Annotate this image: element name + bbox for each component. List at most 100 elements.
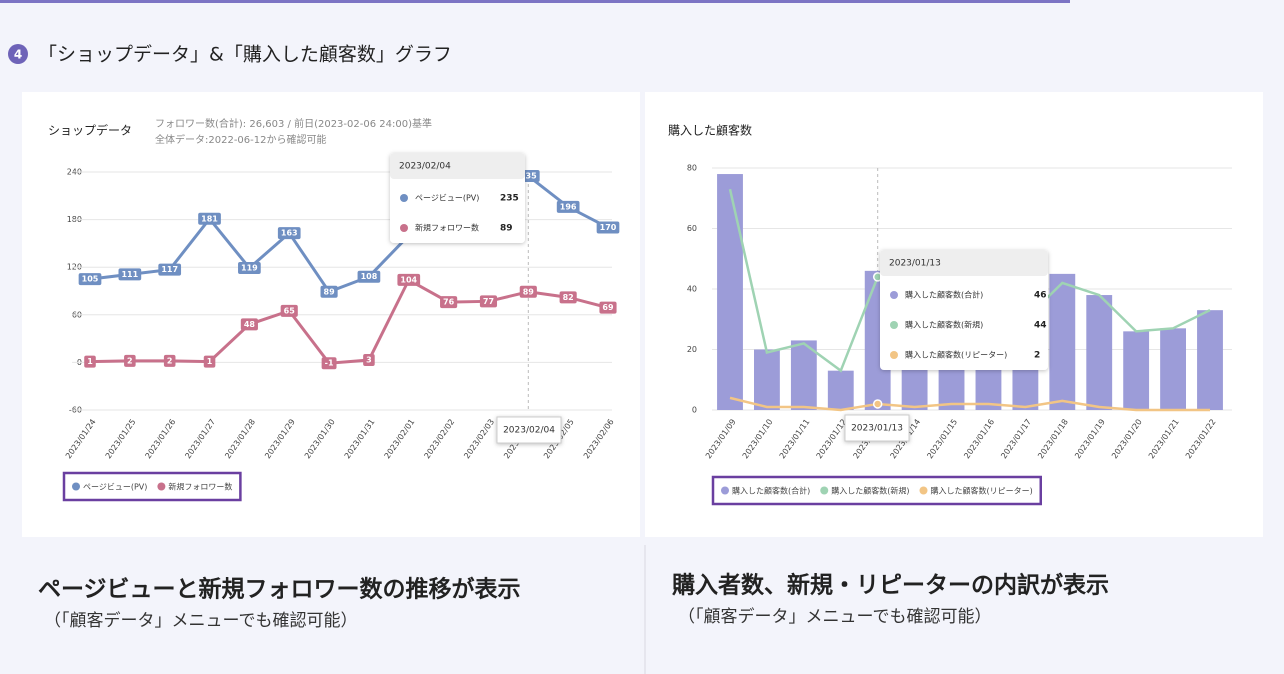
- data-label-bg: [280, 304, 298, 317]
- tooltip-head: [390, 153, 525, 179]
- bar: [827, 370, 854, 410]
- y-tick-label: 80: [687, 164, 697, 173]
- tooltip-name: 購入した顧客数(新規): [905, 320, 983, 330]
- tooltip-value: 235: [500, 194, 519, 204]
- tooltip-dot: [400, 224, 408, 232]
- data-label: 82: [563, 293, 574, 302]
- bar: [754, 349, 780, 410]
- legend-marker: [820, 486, 829, 495]
- tooltip-name: 購入した顧客数(リピーター): [905, 350, 1007, 360]
- data-label-bg: [519, 285, 537, 298]
- caption-sub: （「顧客データ」メニューでも確認可能）: [678, 606, 991, 627]
- data-label-bg: [357, 270, 381, 283]
- point: [872, 399, 883, 409]
- y-tick-label: 20: [687, 345, 697, 354]
- tooltip-date: 2023/02/04: [399, 162, 451, 172]
- caption: 購入者数、新規・リピーターの内訳が表示: [672, 572, 1109, 599]
- header-title: 「ショップデータ」&「購入した顧客数」グラフ: [38, 44, 452, 66]
- legend-label: 新規フォロワー数: [168, 482, 232, 492]
- tooltip-head: [880, 250, 1048, 276]
- data-label: 69: [602, 303, 614, 312]
- legend-label: 購入した顧客数(合計): [732, 486, 810, 496]
- tooltip-dot: [890, 291, 898, 299]
- y-tick-label: 0: [692, 406, 697, 415]
- tooltip-value: 46: [1034, 291, 1047, 301]
- legend-marker: [721, 486, 729, 495]
- legend-label: ページビュー(PV): [83, 483, 147, 492]
- data-label: 104: [400, 275, 417, 284]
- series-line: [729, 396, 1210, 412]
- chart-subtitle: 全体データ:2022-06-12から確認可能: [155, 133, 326, 146]
- data-label-bg: [158, 263, 182, 276]
- data-label-bg: [479, 295, 498, 308]
- legend-box: [62, 471, 242, 502]
- legend-label: 購入した顧客数(新規): [831, 486, 909, 496]
- data-label: 111: [121, 270, 138, 279]
- y-tick-label: 60: [687, 224, 697, 233]
- data-label-bg: [238, 261, 261, 274]
- tooltip: [880, 250, 1048, 370]
- data-label: 105: [82, 275, 99, 284]
- tooltip-value: 89: [500, 224, 513, 234]
- data-label: 76: [443, 298, 455, 307]
- data-label-bg: [78, 273, 102, 286]
- bar: [1197, 310, 1223, 410]
- chart-title: 購入した顧客数: [668, 123, 752, 138]
- tooltip-dot: [890, 321, 898, 329]
- bar: [1123, 331, 1150, 410]
- legend-marker: [919, 486, 928, 495]
- caption: ページビューと新規フォロワー数の推移が表示: [38, 576, 521, 603]
- data-label-bg: [124, 354, 136, 367]
- data-label-bg: [363, 354, 375, 367]
- step-badge: [8, 44, 28, 64]
- data-label: 48: [244, 320, 256, 329]
- tooltip-name: ページビュー(PV): [415, 194, 479, 203]
- tooltip-dot: [890, 351, 898, 359]
- data-label: 108: [361, 272, 378, 281]
- tooltip-name: 購入した顧客数(合計): [905, 290, 983, 300]
- data-label: 119: [241, 263, 258, 272]
- bar: [790, 340, 817, 410]
- hover-label-bg: [844, 414, 910, 442]
- data-label: 3: [366, 356, 372, 365]
- data-label: 170: [600, 223, 617, 232]
- data-label: 89: [324, 287, 336, 296]
- data-label: 1: [207, 357, 213, 366]
- bar: [1160, 328, 1186, 410]
- data-label: 181: [201, 214, 218, 223]
- chart-title: ショップデータ: [48, 123, 132, 138]
- chart-subtitle: フォロワー数(合計): 26,603 / 前日(2023-02-06 24:00…: [155, 117, 432, 130]
- tooltip-value: 2: [1034, 351, 1040, 361]
- data-label-bg: [277, 227, 301, 240]
- bar: [1086, 295, 1113, 410]
- tooltip-date: 2023/01/13: [889, 259, 941, 269]
- caption-sub: （「顧客データ」メニューでも確認可能）: [44, 610, 357, 631]
- data-label-bg: [118, 268, 142, 281]
- data-label: 2: [167, 356, 173, 365]
- data-label-bg: [599, 301, 617, 314]
- data-label-bg: [397, 273, 421, 286]
- data-label-bg: [320, 285, 338, 298]
- data-label-bg: [440, 296, 458, 309]
- tooltip-name: 新規フォロワー数: [415, 223, 479, 233]
- hover-label: 2023/02/04: [503, 426, 555, 436]
- data-label: 196: [560, 202, 577, 211]
- data-label-bg: [556, 200, 580, 213]
- data-label: 77: [483, 297, 494, 306]
- data-label: 163: [281, 229, 298, 238]
- tooltip-value: 44: [1034, 321, 1047, 331]
- tooltip-dot: [400, 194, 408, 202]
- data-label: 117: [161, 265, 178, 274]
- data-label-bg: [321, 357, 337, 370]
- data-label-bg: [84, 355, 96, 368]
- y-tick-label: 40: [687, 285, 697, 294]
- data-label: 1: [87, 357, 93, 366]
- legend-marker: [72, 482, 80, 491]
- data-label: 235: [520, 171, 537, 180]
- data-label-bg: [240, 318, 258, 331]
- data-label-bg: [596, 221, 620, 234]
- data-label-bg: [559, 291, 577, 304]
- bar: [1049, 273, 1076, 410]
- data-label-bg: [163, 354, 176, 367]
- legend-label: 購入した顧客数(リピーター): [931, 486, 1033, 496]
